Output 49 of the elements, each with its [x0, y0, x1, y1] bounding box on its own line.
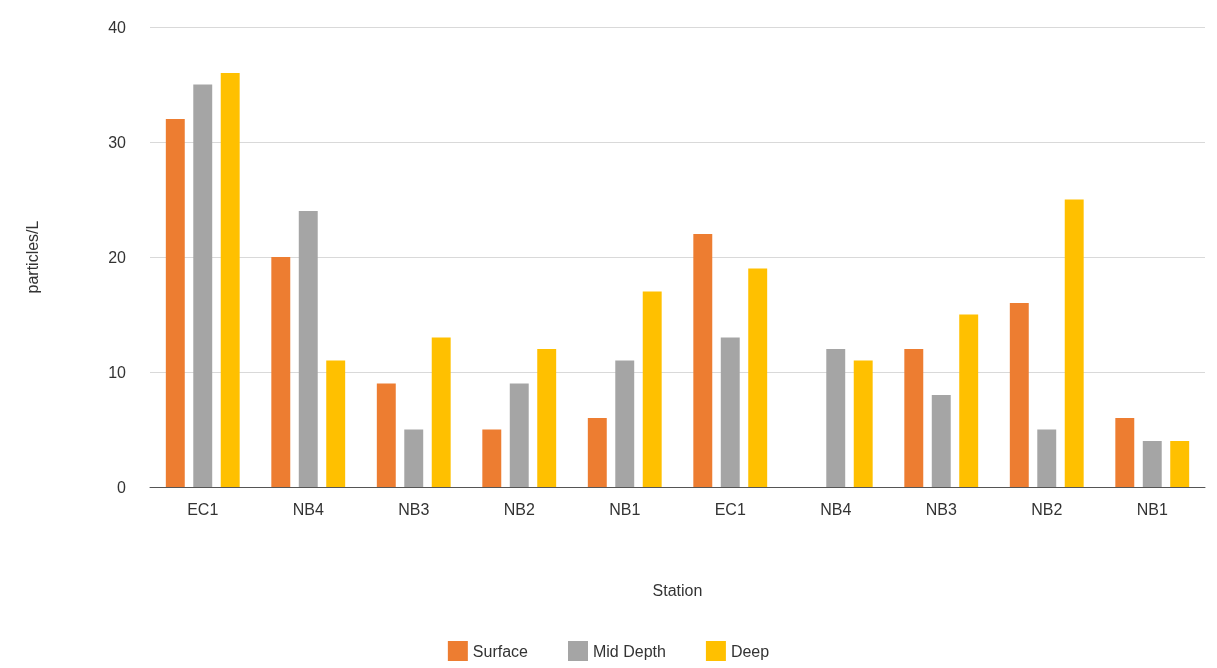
bar [642, 291, 662, 487]
y-tick-label: 20 [108, 248, 127, 266]
bar [1037, 429, 1057, 487]
bar [1064, 199, 1084, 487]
x-tick-label: NB3 [398, 500, 430, 518]
bar [431, 337, 451, 487]
bar [615, 360, 635, 487]
legend-label: Deep [730, 642, 770, 660]
bar [959, 314, 979, 487]
x-tick-label: NB4 [292, 500, 324, 518]
bar [482, 429, 502, 487]
legend-label: Surface [472, 642, 529, 660]
bar [1142, 441, 1162, 487]
bar [509, 383, 529, 487]
y-tick-label: 0 [117, 478, 127, 496]
x-tick-label: NB1 [609, 500, 641, 518]
x-tick-label: NB3 [925, 500, 957, 518]
x-tick-label: NB2 [1031, 500, 1063, 518]
bar [326, 360, 346, 487]
bar [165, 119, 185, 487]
bar [853, 360, 873, 487]
bar [298, 211, 318, 487]
x-axis-title: Station [652, 581, 703, 599]
bar [826, 349, 846, 487]
bar [720, 337, 740, 487]
bar [748, 268, 768, 487]
bar [1115, 418, 1135, 487]
bar [904, 349, 924, 487]
y-axis-title: particles/L [23, 220, 41, 294]
x-tick-label: NB4 [820, 500, 852, 518]
bar [931, 395, 951, 487]
x-tick-label: NB1 [1136, 500, 1168, 518]
bar [693, 234, 713, 487]
bar [193, 84, 213, 487]
bar [587, 418, 607, 487]
legend-label: Mid Depth [592, 642, 666, 660]
y-tick-label: 40 [108, 18, 127, 36]
y-tick-label: 30 [108, 133, 127, 151]
bar [220, 73, 240, 487]
y-tick-label: 10 [108, 363, 127, 381]
bar [1009, 303, 1029, 487]
bar [404, 429, 424, 487]
bar [376, 383, 396, 487]
x-tick-label: NB2 [503, 500, 535, 518]
bar [537, 349, 557, 487]
x-tick-label: EC1 [714, 500, 746, 518]
bar [1170, 441, 1190, 487]
x-tick-label: EC1 [187, 500, 219, 518]
bar [271, 257, 291, 487]
